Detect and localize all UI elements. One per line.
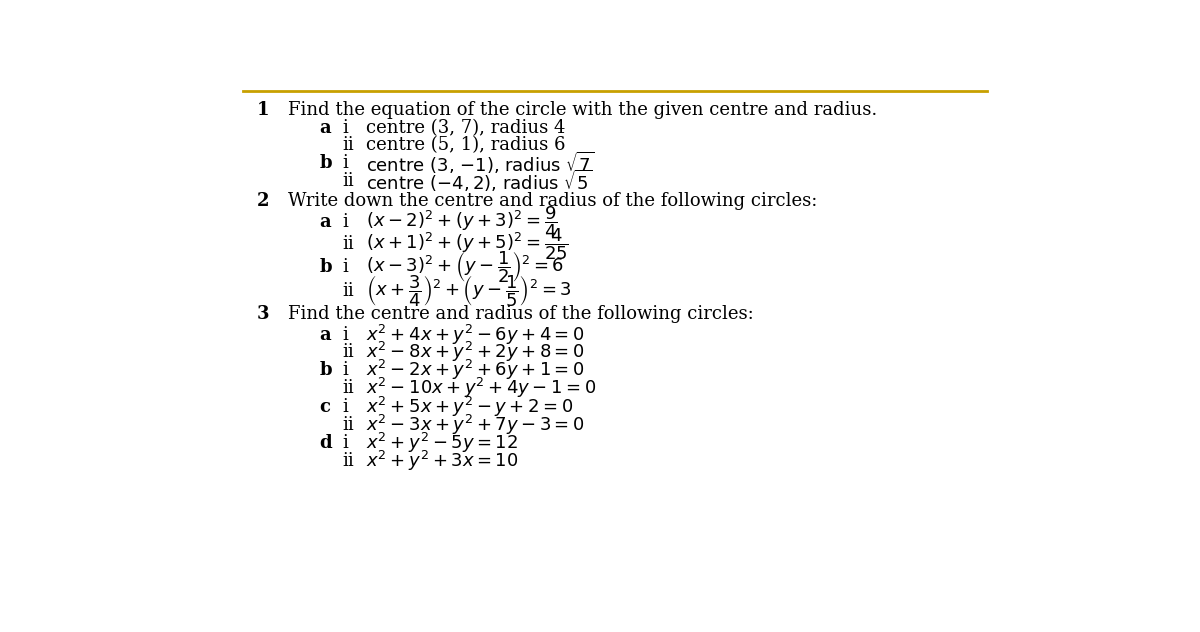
Text: $(x + 1)^2 + (y + 5)^2 = \dfrac{4}{25}$: $(x + 1)^2 + (y + 5)^2 = \dfrac{4}{25}$ bbox=[366, 226, 569, 262]
Text: i: i bbox=[342, 325, 348, 344]
Text: 3: 3 bbox=[257, 305, 270, 324]
Text: i: i bbox=[342, 362, 348, 379]
Text: ii: ii bbox=[342, 172, 354, 190]
Text: $x^2 + 5x + y^2 - y + 2 = 0$: $x^2 + 5x + y^2 - y + 2 = 0$ bbox=[366, 395, 572, 419]
Text: ii: ii bbox=[342, 416, 354, 434]
Text: ii: ii bbox=[342, 453, 354, 470]
Text: Write down the centre and radius of the following circles:: Write down the centre and radius of the … bbox=[288, 192, 817, 210]
Text: 2: 2 bbox=[257, 192, 270, 210]
Text: a: a bbox=[319, 213, 331, 231]
Text: i: i bbox=[342, 258, 348, 276]
Text: $x^2 + 4x + y^2 - 6y + 4 = 0$: $x^2 + 4x + y^2 - 6y + 4 = 0$ bbox=[366, 323, 584, 347]
Text: $(x - 2)^2 + (y + 3)^2 = \dfrac{9}{4}$: $(x - 2)^2 + (y + 3)^2 = \dfrac{9}{4}$ bbox=[366, 204, 557, 240]
Text: c: c bbox=[319, 398, 330, 416]
Text: $x^2 - 2x + y^2 + 6y + 1 = 0$: $x^2 - 2x + y^2 + 6y + 1 = 0$ bbox=[366, 358, 584, 382]
Text: ii: ii bbox=[342, 282, 354, 300]
Text: 1: 1 bbox=[257, 101, 270, 119]
Text: $x^2 + y^2 - 5y = 12$: $x^2 + y^2 - 5y = 12$ bbox=[366, 431, 517, 455]
Text: $(x - 3)^2 + \left(y - \dfrac{1}{2}\right)^2 = 6$: $(x - 3)^2 + \left(y - \dfrac{1}{2}\righ… bbox=[366, 249, 564, 285]
Text: a: a bbox=[319, 119, 331, 137]
Text: $x^2 - 3x + y^2 + 7y - 3 = 0$: $x^2 - 3x + y^2 + 7y - 3 = 0$ bbox=[366, 413, 584, 437]
Text: b: b bbox=[319, 362, 332, 379]
Text: $\left(x + \dfrac{3}{4}\right)^2 + \left(y - \dfrac{1}{5}\right)^2 = 3$: $\left(x + \dfrac{3}{4}\right)^2 + \left… bbox=[366, 273, 571, 309]
Text: ii: ii bbox=[342, 136, 354, 154]
Text: $x^2 - 10x + y^2 + 4y - 1 = 0$: $x^2 - 10x + y^2 + 4y - 1 = 0$ bbox=[366, 376, 596, 400]
Text: ii: ii bbox=[342, 343, 354, 362]
Text: d: d bbox=[319, 434, 332, 453]
Text: b: b bbox=[319, 258, 332, 276]
Text: centre (3, $-$1), radius $\sqrt{7}$: centre (3, $-$1), radius $\sqrt{7}$ bbox=[366, 150, 594, 176]
Text: centre (3, 7), radius 4: centre (3, 7), radius 4 bbox=[366, 119, 565, 137]
Text: centre $(-4, 2)$, radius $\sqrt{5}$: centre $(-4, 2)$, radius $\sqrt{5}$ bbox=[366, 168, 592, 194]
Text: Find the centre and radius of the following circles:: Find the centre and radius of the follow… bbox=[288, 305, 754, 324]
Text: $x^2 - 8x + y^2 + 2y + 8 = 0$: $x^2 - 8x + y^2 + 2y + 8 = 0$ bbox=[366, 340, 584, 364]
Text: i: i bbox=[342, 434, 348, 453]
Text: Find the equation of the circle with the given centre and radius.: Find the equation of the circle with the… bbox=[288, 101, 877, 119]
Text: ii: ii bbox=[342, 234, 354, 253]
Text: b: b bbox=[319, 154, 332, 173]
Text: i: i bbox=[342, 213, 348, 231]
Text: i: i bbox=[342, 398, 348, 416]
Text: i: i bbox=[342, 119, 348, 137]
Text: i: i bbox=[342, 154, 348, 173]
Text: $x^2 + y^2 + 3x = 10$: $x^2 + y^2 + 3x = 10$ bbox=[366, 449, 518, 473]
Text: a: a bbox=[319, 325, 331, 344]
Text: ii: ii bbox=[342, 379, 354, 398]
Text: centre (5, 1), radius 6: centre (5, 1), radius 6 bbox=[366, 136, 565, 154]
